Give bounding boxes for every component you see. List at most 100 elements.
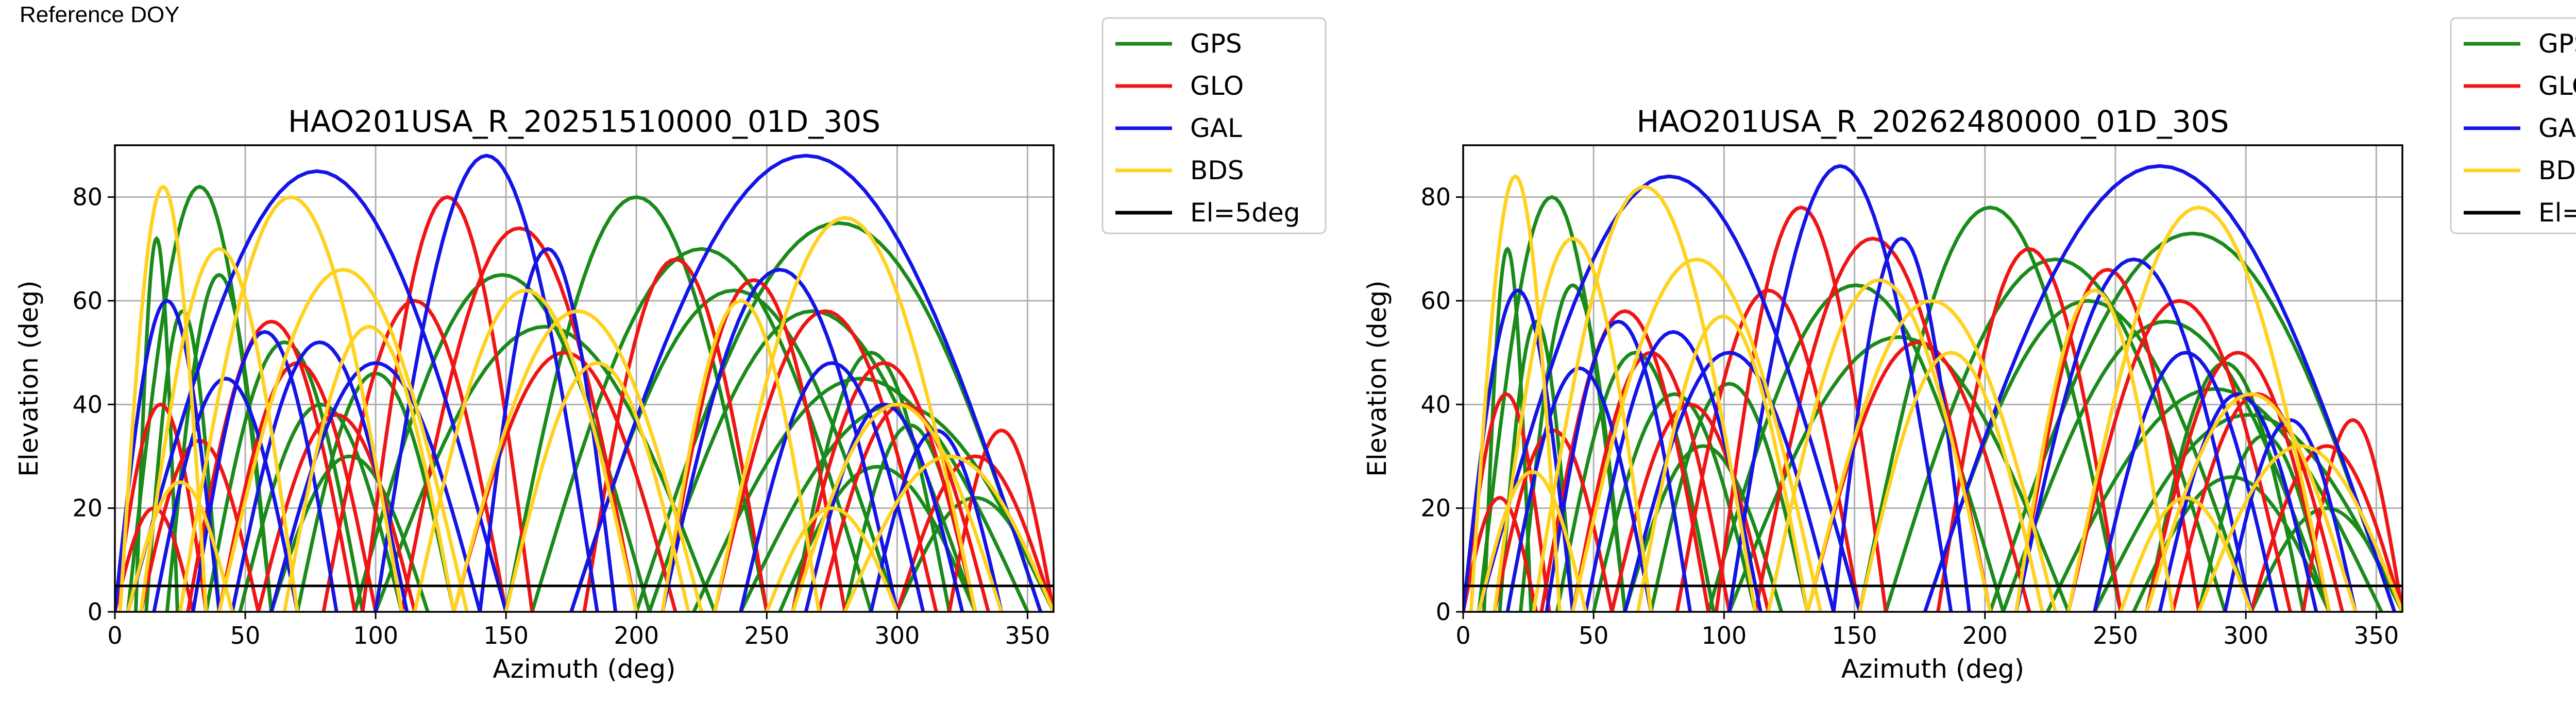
satellite-pass [1805, 340, 2031, 612]
reference-doy-label: Reference DOY [20, 2, 180, 27]
x-tick-label: 50 [1579, 622, 1609, 649]
x-tick-label: 150 [483, 622, 529, 649]
satellite-pass [1493, 236, 1653, 612]
y-tick-label: 40 [1420, 390, 1451, 418]
satellite-pass [126, 169, 508, 612]
satellite-pass [1505, 366, 1653, 612]
y-tick-label: 60 [72, 287, 103, 315]
legend-label: BDS [2538, 156, 2576, 185]
x-tick-label: 300 [2223, 622, 2268, 649]
satellite-pass [118, 184, 208, 612]
x-tick-label: 350 [2353, 622, 2399, 649]
satellite-pass [2066, 299, 2292, 612]
x-tick-label: 350 [1005, 622, 1050, 649]
satellite-pass [1539, 309, 1710, 612]
satellite-pass [1469, 174, 1562, 612]
satellite-pass [1498, 319, 1575, 612]
plot-frame [1462, 144, 2403, 613]
satellite-pass [660, 278, 847, 612]
skyplot-chart-right: 0 50 100 150 200 250 300 350 0 20 40 60 80 HAO201USA_… [1362, 17, 2576, 684]
satellite-pass [739, 361, 925, 612]
satellite-pass [115, 402, 208, 612]
satellite-pass [217, 268, 469, 612]
satellite-pass [269, 361, 482, 612]
legend: GPS GLO GAL BDS El=5deg [2450, 17, 2576, 234]
satellite-pass [660, 299, 821, 612]
legend-label: El=5deg [2538, 198, 2576, 228]
series-area [1463, 164, 2402, 612]
satellite-pass [2014, 257, 2253, 612]
satellite-pass [843, 454, 1054, 612]
satellite-pass [2093, 413, 2402, 612]
satellite-pass [1477, 174, 1862, 612]
satellite-pass [1636, 314, 1809, 612]
satellite-pass [582, 257, 769, 612]
legend-label: GLO [1190, 71, 1244, 101]
x-tick-label: 300 [874, 622, 920, 649]
legend-label: GPS [1190, 29, 1242, 59]
x-tick-label: 0 [107, 622, 122, 649]
chart-title: HAO201USA_R_20262480000_01D_30S [1637, 104, 2229, 139]
series-area [115, 153, 1054, 612]
series-bds [118, 184, 1054, 612]
satellite-pass [2145, 392, 2358, 612]
satellite-pass [374, 153, 599, 612]
satellite-pass [765, 506, 899, 612]
satellite-pass [1858, 351, 2044, 612]
satellite-pass [282, 324, 456, 612]
x-axis-label: Azimuth (deg) [1841, 654, 2024, 684]
plot-frame [114, 144, 1055, 613]
y-tick-label: 80 [1420, 183, 1451, 211]
satellite-pass [2197, 444, 2402, 612]
x-tick-label: 150 [1832, 622, 1877, 649]
x-tick-label: 200 [1962, 622, 2008, 649]
x-tick-label: 0 [1455, 622, 1470, 649]
satellite-pass [269, 454, 430, 612]
legend: GPS GLO GAL BDS El=5deg [1101, 17, 1327, 234]
satellite-pass [2145, 351, 2331, 612]
y-tick-label: 0 [88, 598, 103, 626]
y-axis-label: Elevation (deg) [14, 280, 44, 476]
satellite-pass [321, 299, 508, 612]
satellite-pass [2093, 351, 2279, 612]
series-gps [1477, 195, 2402, 612]
legend-label: GAL [2538, 113, 2576, 143]
satellite-pass [504, 361, 690, 612]
satellite-pass [1923, 164, 2397, 612]
satellite-pass [2014, 268, 2201, 612]
satellite-pass [452, 309, 704, 612]
legend-label: El=5deg [1190, 198, 1300, 228]
satellite-pass [361, 195, 534, 612]
y-tick-label: 80 [72, 183, 103, 211]
x-tick-label: 100 [353, 622, 398, 649]
satellite-pass [713, 309, 938, 612]
satellite-pass [713, 216, 977, 612]
y-tick-label: 0 [1436, 598, 1451, 626]
satellite-pass [139, 247, 299, 612]
satellite-pass [1936, 247, 2123, 612]
legend-label: GLO [2538, 71, 2576, 101]
satellite-pass [2001, 319, 2331, 612]
satellite-pass [1477, 470, 1588, 612]
satellite-pass [569, 153, 1043, 612]
satellite-pass [1727, 335, 2071, 612]
y-tick-label: 20 [72, 494, 103, 522]
satellite-pass [115, 299, 221, 612]
satellite-pass [126, 184, 274, 612]
y-tick-label: 60 [1420, 287, 1451, 315]
satellite-pass [1571, 257, 1823, 612]
satellite-pass [452, 351, 677, 612]
satellite-pass [152, 376, 299, 612]
chart-title: HAO201USA_R_20251510000_01D_30S [288, 104, 880, 139]
satellite-pass [186, 319, 357, 612]
satellite-pass [204, 340, 365, 612]
satellite-pass [1767, 278, 1992, 612]
series-bds [1469, 174, 2402, 612]
satellite-pass [1858, 205, 2123, 612]
legend-label: GAL [1190, 113, 1242, 143]
satellite-pass [1477, 195, 1627, 612]
satellite-pass [2014, 288, 2175, 612]
x-tick-label: 250 [2093, 622, 2138, 649]
satellite-pass [1591, 392, 1757, 612]
